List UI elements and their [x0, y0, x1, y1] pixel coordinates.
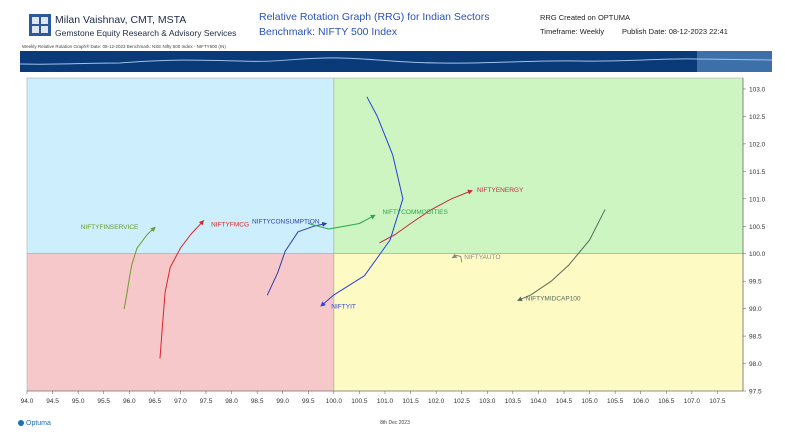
x-tick-label: 94.5 [46, 398, 59, 405]
x-tick-label: 101.0 [377, 398, 394, 405]
navigator-selection [697, 51, 772, 72]
y-tick-label: 98.0 [749, 361, 762, 368]
series-label-niftyconsumption: NIFTYCONSUMPTION [252, 219, 320, 226]
x-tick-label: 103.0 [479, 398, 496, 405]
x-tick-label: 96.0 [123, 398, 136, 405]
x-tick-label: 100.5 [351, 398, 368, 405]
x-tick-label: 97.5 [200, 398, 213, 405]
quadrant-weakening [333, 253, 743, 391]
y-tick-label: 103.0 [749, 86, 766, 93]
label-layer: NIFTYFINSERVICE NIFTYFMCG NIFTYCONSUMPTION… [81, 187, 581, 310]
trail-niftymidcap100 [517, 209, 606, 302]
x-tick-label: 94.0 [21, 398, 34, 405]
author-name: Milan Vaishnav, CMT, MSTA [55, 14, 187, 26]
created-label: RRG Created on OPTUMA [540, 13, 631, 22]
axis-layer: 94.0 94.5 95.0 95.5 96.0 96.5 97.0 97.5 98.0 98.5… [21, 78, 766, 405]
x-tick-label: 106.0 [633, 398, 650, 405]
trail-niftyfmcg [159, 220, 205, 359]
timeframe-label: Timeframe: Weekly [540, 27, 605, 36]
trail-niftyit [320, 96, 404, 307]
y-tick-label: 99.0 [749, 306, 762, 313]
x-tick-label: 106.5 [658, 398, 675, 405]
y-tick-label: 102.5 [749, 114, 766, 121]
brand-logo-icon [29, 14, 51, 36]
x-tick-label: 101.5 [402, 398, 419, 405]
x-tick-label: 104.0 [530, 398, 547, 405]
navigator-line [20, 57, 772, 65]
quadrant-lagging [27, 253, 334, 391]
y-tick-label: 97.5 [749, 389, 762, 396]
x-tick-label: 98.5 [251, 398, 264, 405]
x-tick-label: 107.0 [684, 398, 701, 405]
time-navigator[interactable] [20, 51, 772, 72]
y-tick-label: 100.0 [749, 251, 766, 258]
optuma-logo-icon [18, 420, 24, 426]
series-label-niftyfinservice: NIFTYFINSERVICE [81, 224, 139, 231]
series-label-niftyenergy: NIFTYENERGY [477, 187, 524, 194]
x-tick-label: 99.0 [276, 398, 289, 405]
date-label: 8th Dec 2023 [380, 420, 410, 426]
x-tick-label: 104.5 [556, 398, 573, 405]
x-tick-label: 103.5 [505, 398, 522, 405]
x-tick-label: 100.0 [326, 398, 343, 405]
y-tick-label: 99.5 [749, 279, 762, 286]
optuma-logo-text: Optuma [26, 420, 51, 427]
trail-niftyauto [451, 253, 463, 263]
quadrant-layer [26, 77, 744, 392]
y-tick-label: 98.5 [749, 334, 762, 341]
benchmark-label: Benchmark: NIFTY 500 Index [259, 26, 398, 38]
x-tick-label: 97.0 [174, 398, 187, 405]
x-tick-label: 107.5 [709, 398, 726, 405]
x-tick-label: 105.0 [581, 398, 598, 405]
y-tick-label: 101.5 [749, 169, 766, 176]
x-tick-label: 99.5 [302, 398, 315, 405]
series-label-niftymidcap100: NIFTYMIDCAP100 [526, 295, 581, 302]
trail-niftyfinservice [123, 226, 156, 310]
y-tick-label: 100.5 [749, 224, 766, 231]
y-tick-label: 101.0 [749, 196, 766, 203]
x-tick-label: 98.0 [225, 398, 238, 405]
trail-layer [123, 96, 606, 359]
x-tick-label: 105.5 [607, 398, 624, 405]
chart-header: Milan Vaishnav, CMT, MSTA Gemstone Equit… [0, 0, 785, 50]
chart-title: Relative Rotation Graph (RRG) for Indian… [259, 11, 490, 23]
trail-niftyenergy [379, 189, 473, 244]
x-tick-label: 102.5 [454, 398, 471, 405]
x-tick-label: 96.5 [149, 398, 162, 405]
optuma-logo: Optuma [18, 420, 51, 427]
publish-date: Publish Date: 08-12-2023 22:41 [622, 27, 728, 36]
quadrant-leading [333, 78, 743, 254]
chart-subline: Weekly Relative Rotation Graph® Date: 08… [22, 44, 226, 49]
quadrant-improving [27, 78, 334, 254]
series-label-niftyfmcg: NIFTYFMCG [211, 221, 249, 228]
series-label-niftyauto: NIFTYAUTO [464, 254, 500, 261]
y-tick-label: 102.0 [749, 141, 766, 148]
x-tick-label: 102.0 [428, 398, 445, 405]
trail-niftycommodities [307, 214, 376, 230]
x-tick-label: 95.0 [72, 398, 85, 405]
firm-name: Gemstone Equity Research & Advisory Serv… [55, 28, 237, 38]
series-label-niftycommodities: NIFTYCOMMODITIES [382, 209, 448, 216]
series-label-niftyit: NIFTYIT [331, 304, 356, 311]
x-tick-label: 95.5 [97, 398, 110, 405]
